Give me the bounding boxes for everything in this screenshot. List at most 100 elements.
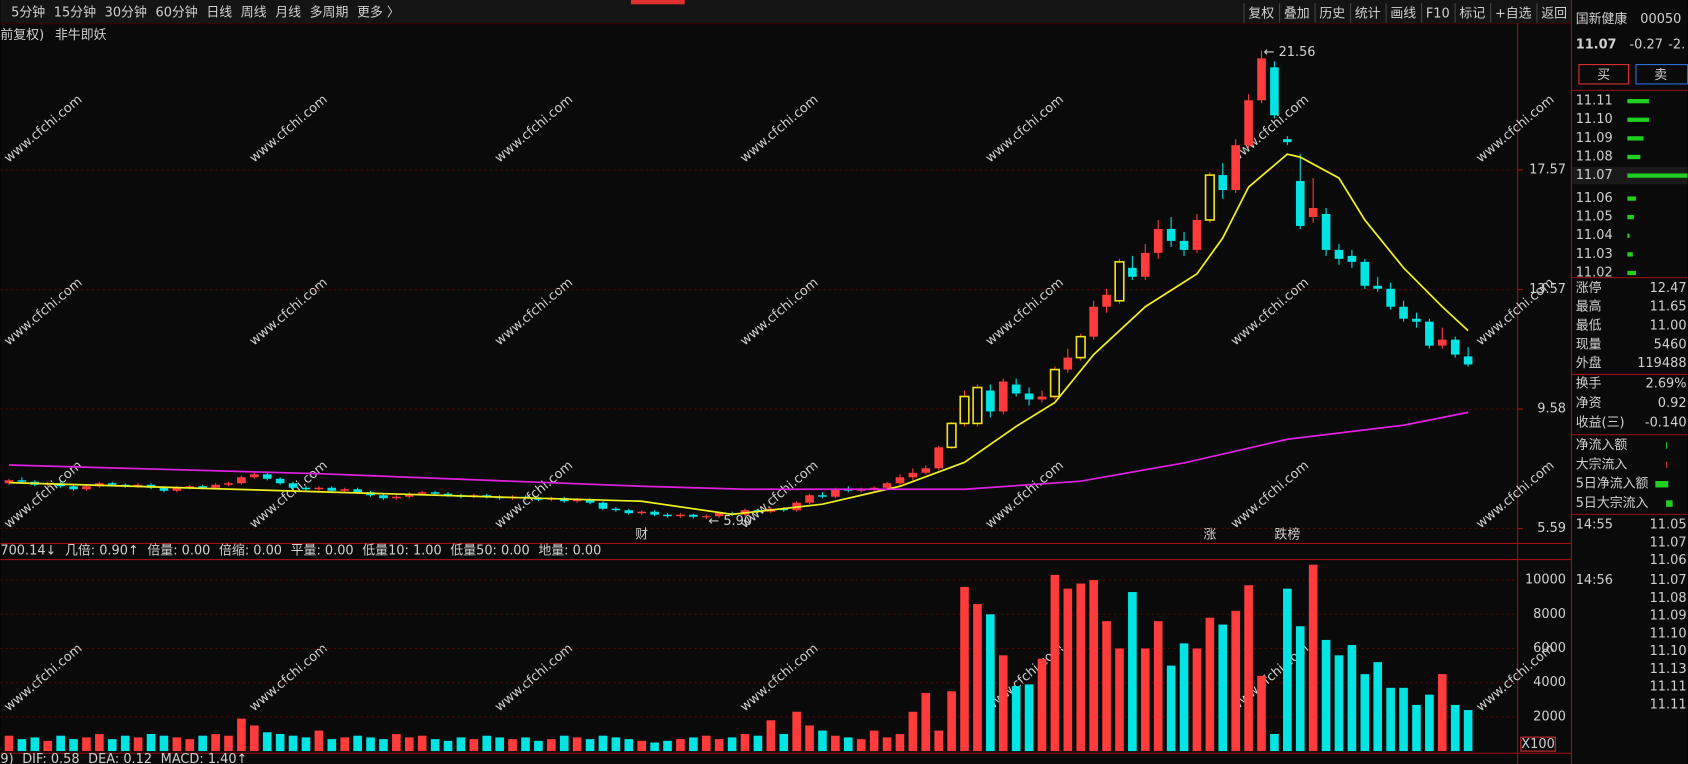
stat-value: 0.92 bbox=[1658, 396, 1687, 411]
stat-label: 现量 bbox=[1576, 337, 1602, 352]
candle-body bbox=[1425, 321, 1434, 346]
period-tab[interactable]: 多周期 bbox=[310, 5, 349, 20]
indicator-value: 低量50: 0.00 bbox=[450, 543, 529, 558]
volume-bar bbox=[1153, 621, 1163, 752]
volume-bar bbox=[1373, 662, 1383, 752]
candle-body bbox=[82, 486, 91, 490]
volume-bar bbox=[753, 735, 763, 752]
candle-body bbox=[211, 484, 220, 488]
buy-button[interactable] bbox=[1578, 64, 1629, 85]
tick-time: 14:55 bbox=[1576, 518, 1613, 533]
volume-bar bbox=[727, 737, 737, 752]
volume-bar bbox=[714, 739, 724, 752]
volume-bar bbox=[766, 720, 776, 752]
candle-body bbox=[1011, 384, 1021, 394]
volume-bar bbox=[779, 733, 789, 752]
volume-bar bbox=[1140, 648, 1150, 752]
subtitle: 非牛即妖 bbox=[55, 28, 107, 43]
tool-button[interactable]: 叠加 bbox=[1284, 6, 1310, 21]
stat-label: 换手 bbox=[1576, 377, 1602, 392]
candle-body bbox=[417, 492, 427, 494]
sell-label[interactable]: 卖 bbox=[1654, 68, 1667, 83]
volume-bar bbox=[1308, 564, 1318, 752]
book-size bbox=[1627, 196, 1636, 201]
candle-body bbox=[986, 390, 995, 412]
period-tab[interactable]: 日线 bbox=[206, 5, 232, 20]
period-tab[interactable]: 60分钟 bbox=[155, 4, 197, 20]
indicator-value: 倍量: 0.00 bbox=[147, 543, 210, 558]
stat-label: 最高 bbox=[1576, 299, 1602, 315]
candle-body bbox=[946, 422, 957, 449]
candle-body bbox=[959, 395, 970, 425]
candle-body bbox=[1179, 240, 1189, 250]
volume-bar bbox=[1437, 674, 1447, 752]
buy-label[interactable]: 买 bbox=[1597, 68, 1610, 83]
volume-bar bbox=[43, 740, 53, 752]
candle-body bbox=[598, 502, 608, 509]
candle-body bbox=[882, 483, 892, 488]
candle-body bbox=[663, 514, 672, 517]
volume-bar bbox=[1283, 588, 1292, 752]
indicator-value: 低量10: 1.00 bbox=[362, 543, 441, 558]
volume-bar bbox=[146, 733, 156, 752]
volume-bar bbox=[1360, 674, 1370, 752]
volume-bar bbox=[366, 737, 375, 752]
volume-bar bbox=[676, 739, 685, 752]
volume-bar bbox=[559, 735, 569, 752]
candle-body bbox=[1037, 396, 1047, 400]
volume-bar bbox=[701, 735, 711, 752]
volume-unit: X100 bbox=[1521, 737, 1554, 752]
period-tab[interactable]: 30分钟 bbox=[105, 4, 147, 20]
price-annotation: ← 21.56 bbox=[1264, 45, 1316, 60]
indicator-value: 倍缩: 0.00 bbox=[219, 542, 282, 558]
tool-button[interactable]: F10 bbox=[1426, 6, 1450, 21]
candle-body bbox=[611, 508, 621, 511]
stat-value: 119488 bbox=[1637, 356, 1686, 371]
candle-body bbox=[676, 514, 685, 517]
event-marker[interactable]: 涨 bbox=[1203, 527, 1216, 542]
book-price: 11.07 bbox=[1576, 168, 1613, 183]
tool-button[interactable]: +自选 bbox=[1495, 6, 1532, 21]
tool-button[interactable]: 统计 bbox=[1355, 6, 1381, 21]
volume-bar bbox=[689, 737, 698, 752]
candle-body bbox=[1063, 357, 1073, 370]
period-tab[interactable]: 周线 bbox=[241, 5, 267, 20]
y-tick-label: 2000 bbox=[1533, 709, 1566, 724]
tool-button[interactable]: 历史 bbox=[1319, 6, 1345, 21]
period-tab[interactable]: 15分钟 bbox=[54, 4, 96, 20]
volume-bar bbox=[1063, 588, 1073, 752]
tool-button[interactable]: 返回 bbox=[1541, 6, 1567, 21]
period-tab[interactable]: 更多 〉 bbox=[357, 5, 400, 20]
volume-bar bbox=[882, 737, 892, 752]
tick-price: 11.10 bbox=[1650, 626, 1687, 641]
period-tab[interactable]: 月线 bbox=[275, 5, 301, 20]
event-marker[interactable]: 跌榜 bbox=[1274, 526, 1300, 542]
candle-body bbox=[185, 486, 195, 488]
tool-button[interactable]: 复权 bbox=[1248, 5, 1274, 21]
volume-bar bbox=[598, 735, 608, 752]
book-size bbox=[1627, 214, 1634, 220]
tool-button[interactable]: 画线 bbox=[1390, 6, 1416, 21]
tick-time: 14:56 bbox=[1576, 573, 1613, 588]
volume-bar bbox=[1231, 610, 1240, 752]
candle-body bbox=[1450, 339, 1460, 355]
candle-body bbox=[1231, 145, 1240, 191]
volume-bar bbox=[1115, 648, 1124, 752]
candle-body bbox=[1218, 175, 1228, 191]
candle-body bbox=[1244, 100, 1253, 146]
candle-body bbox=[392, 496, 401, 499]
event-marker[interactable]: 财 bbox=[635, 527, 648, 542]
tool-button[interactable]: 标记 bbox=[1459, 6, 1485, 21]
volume-bar bbox=[624, 739, 634, 752]
period-tab[interactable]: 5分钟 bbox=[11, 4, 45, 20]
stat-label: 净资 bbox=[1576, 396, 1602, 411]
candle-body bbox=[921, 468, 931, 473]
volume-bar bbox=[831, 735, 840, 752]
volume-bar bbox=[1102, 621, 1111, 752]
volume-bar bbox=[1425, 694, 1434, 752]
volume-bar bbox=[1412, 704, 1421, 752]
candle-body bbox=[1102, 294, 1111, 307]
book-price: 11.02 bbox=[1576, 265, 1613, 280]
volume-bar bbox=[947, 691, 956, 752]
